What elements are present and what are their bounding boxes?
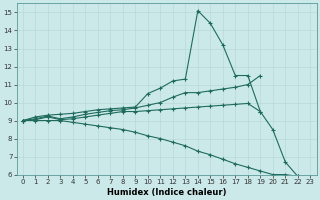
X-axis label: Humidex (Indice chaleur): Humidex (Indice chaleur) bbox=[107, 188, 226, 197]
